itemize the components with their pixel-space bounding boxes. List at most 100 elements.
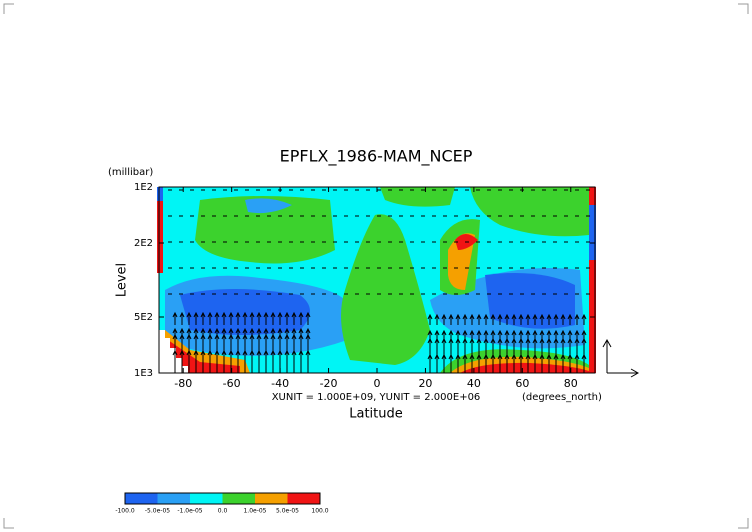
x-axis-label: Latitude: [349, 407, 403, 422]
vector-head: [448, 329, 454, 336]
vector-head: [214, 349, 220, 356]
vector-head: [504, 313, 510, 320]
vector-head: [518, 313, 524, 320]
vector-head: [581, 353, 587, 360]
vector-head: [490, 353, 496, 360]
vector-head: [462, 313, 468, 320]
vector-head: [483, 329, 489, 336]
vector-head: [179, 349, 185, 356]
vector-head: [434, 353, 440, 360]
vector-head: [560, 353, 566, 360]
vector-head: [249, 349, 255, 356]
x-tick-label: 60: [515, 377, 529, 390]
vector-head: [291, 349, 297, 356]
vector-head: [256, 311, 262, 318]
vector-head: [256, 327, 262, 334]
colorbar-label: 1.0e-05: [243, 508, 266, 515]
vector-head: [200, 333, 206, 340]
vector-head: [469, 313, 475, 320]
vector-head: [476, 313, 482, 320]
colorbar-swatch: [157, 493, 190, 504]
vector-head: [256, 333, 262, 340]
vector-head: [427, 353, 433, 360]
y-tick-label: 1E2: [134, 182, 153, 193]
vector-head: [277, 333, 283, 340]
vector-head: [448, 353, 454, 360]
vector-head: [532, 329, 538, 336]
vector-head: [298, 349, 304, 356]
vector-head: [483, 353, 489, 360]
vector-scale-note: XUNIT = 1.000E+09, YUNIT = 2.000E+06: [272, 392, 481, 403]
chart-title: EPFLX_1986-MAM_NCEP: [280, 147, 473, 167]
band: [380, 187, 455, 207]
colorbar-label: 5.0e-05: [276, 508, 299, 515]
vector-head: [228, 311, 234, 318]
vector-head: [298, 327, 304, 334]
vector-head: [172, 349, 178, 356]
vector-head: [228, 327, 234, 334]
vector-head: [434, 329, 440, 336]
vector-head: [553, 337, 559, 344]
vector-reference: [602, 338, 640, 378]
vector-head: [186, 333, 192, 340]
band: [589, 205, 596, 260]
vector-head: [504, 329, 510, 336]
vector-head: [427, 313, 433, 320]
vector-head: [581, 337, 587, 344]
vector-head: [560, 313, 566, 320]
y-tick-label: 2E2: [134, 238, 153, 249]
vector-head: [179, 311, 185, 318]
vector-head: [553, 353, 559, 360]
vector-head: [581, 313, 587, 320]
x-tick-label: 80: [564, 377, 578, 390]
vector-head: [263, 327, 269, 334]
vector-head: [291, 311, 297, 318]
colorbar-swatch: [222, 493, 255, 504]
vector-head: [490, 313, 496, 320]
vector-head: [228, 333, 234, 340]
vector-head: [574, 337, 580, 344]
vector-head: [462, 329, 468, 336]
vector-head: [172, 327, 178, 334]
vector-head: [518, 353, 524, 360]
band: [157, 187, 163, 273]
vector-head: [455, 329, 461, 336]
vector-head: [455, 313, 461, 320]
band: [589, 187, 596, 373]
x-tick-label: 40: [467, 377, 481, 390]
colorbar-label: -5.0e-05: [145, 508, 170, 515]
vector-head: [497, 337, 503, 344]
vector-head: [532, 337, 538, 344]
vector-head: [298, 333, 304, 340]
vector-head: [581, 329, 587, 336]
colorbar-swatch: [125, 493, 158, 504]
vector-head: [263, 311, 269, 318]
vector-head: [193, 333, 199, 340]
vector-head: [525, 337, 531, 344]
vector-head: [441, 353, 447, 360]
vector-head: [270, 333, 276, 340]
vector-head: [476, 337, 482, 344]
band: [341, 214, 430, 365]
vector-head: [476, 353, 482, 360]
vector-head: [235, 327, 241, 334]
vector-head: [256, 349, 262, 356]
vector-head: [249, 311, 255, 318]
vector-head: [277, 327, 283, 334]
vector-head: [263, 349, 269, 356]
colorbar-label: 0.0: [218, 508, 228, 515]
x-tick-label: -80: [174, 377, 192, 390]
vector-head: [263, 333, 269, 340]
vector-head: [270, 349, 276, 356]
vector-head: [305, 327, 311, 334]
vector-head: [186, 311, 192, 318]
vector-head: [567, 313, 573, 320]
vector-head: [228, 349, 234, 356]
vector-head: [291, 327, 297, 334]
vector-head: [490, 329, 496, 336]
band: [460, 362, 589, 373]
vector-head: [469, 337, 475, 344]
vector-head: [214, 333, 220, 340]
y-axis-label: Level: [115, 263, 130, 297]
